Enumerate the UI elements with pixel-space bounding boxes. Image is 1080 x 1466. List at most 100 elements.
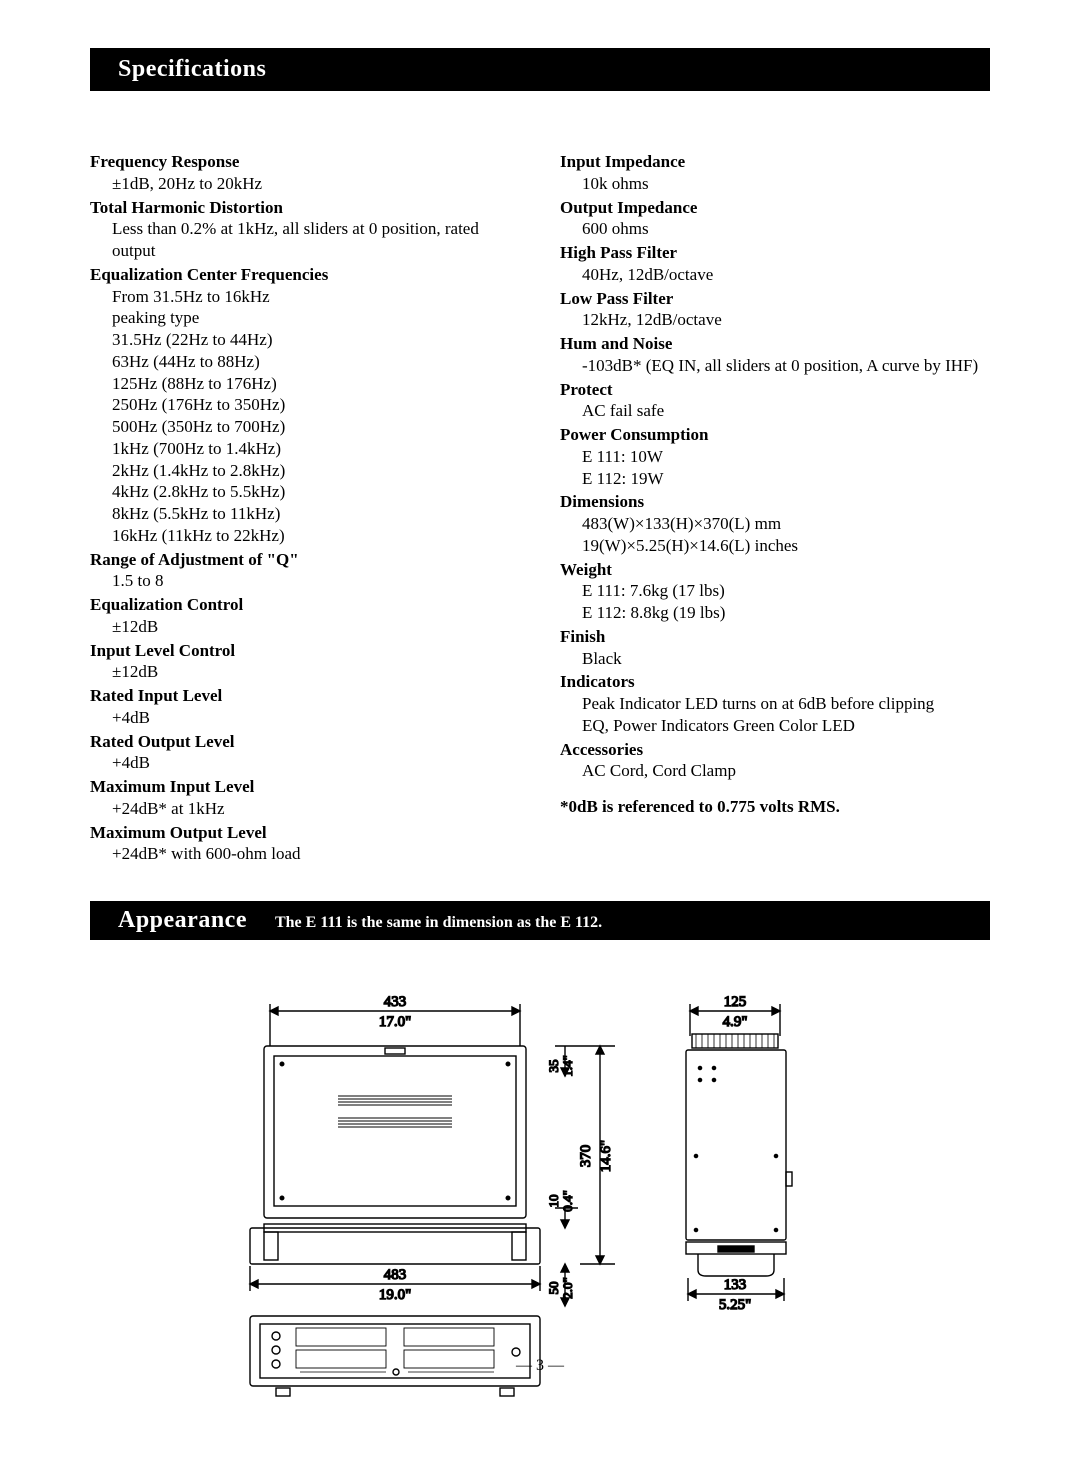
dim-125-in: 4.9" <box>723 1014 748 1030</box>
spec-label: Maximum Output Level <box>90 822 520 844</box>
spec-value-line: ±1dB, 20Hz to 20kHz <box>112 173 520 195</box>
spec-value-line: 8kHz (5.5kHz to 11kHz) <box>112 503 520 525</box>
dim-10-mm: 10 <box>546 1195 561 1208</box>
dim-50-in: 2.0" <box>560 1277 575 1299</box>
spec-value-line: 16kHz (11kHz to 22kHz) <box>112 525 520 547</box>
spec-label: Maximum Input Level <box>90 776 520 798</box>
spec-label: Rated Input Level <box>90 685 520 707</box>
spec-item: Dimensions483(W)×133(H)×370(L) mm19(W)×5… <box>560 491 990 556</box>
spec-value-line: Black <box>582 648 990 670</box>
spec-label: Weight <box>560 559 990 581</box>
spec-value-line: +4dB <box>112 752 520 774</box>
appearance-subtitle: The E 111 is the same in dimension as th… <box>275 914 602 932</box>
spec-values: Peak Indicator LED turns on at 6dB befor… <box>560 693 990 737</box>
spec-value-line: 500Hz (350Hz to 700Hz) <box>112 416 520 438</box>
spec-value-line: EQ, Power Indicators Green Color LED <box>582 715 990 737</box>
spec-label: Frequency Response <box>90 151 520 173</box>
spec-label: Accessories <box>560 739 990 761</box>
spec-values: Less than 0.2% at 1kHz, all sliders at 0… <box>90 218 520 262</box>
spec-value-line: +24dB* at 1kHz <box>112 798 520 820</box>
spec-values: -103dB* (EQ IN, all sliders at 0 positio… <box>560 355 990 377</box>
spec-value-line: 125Hz (88Hz to 176Hz) <box>112 373 520 395</box>
spec-item: Range of Adjustment of "Q"1.5 to 8 <box>90 549 520 593</box>
spec-value-line: -103dB* (EQ IN, all sliders at 0 positio… <box>582 355 990 377</box>
spec-value-line: E 112: 19W <box>582 468 990 490</box>
spec-values: E 111: 7.6kg (17 lbs)E 112: 8.8kg (19 lb… <box>560 580 990 624</box>
spec-item: IndicatorsPeak Indicator LED turns on at… <box>560 671 990 736</box>
spec-value-line: Less than 0.2% at 1kHz, all sliders at 0… <box>112 218 520 262</box>
spec-item: Rated Input Level+4dB <box>90 685 520 729</box>
spec-item: ProtectAC fail safe <box>560 379 990 423</box>
spec-label: Protect <box>560 379 990 401</box>
spec-value-line: +24dB* with 600-ohm load <box>112 843 520 865</box>
specifications-columns: Frequency Response±1dB, 20Hz to 20kHzTot… <box>90 151 990 867</box>
spec-values: ±12dB <box>90 661 520 683</box>
spec-value-line: 483(W)×133(H)×370(L) mm <box>582 513 990 535</box>
dim-50-mm: 50 <box>546 1282 561 1295</box>
spec-values: 40Hz, 12dB/octave <box>560 264 990 286</box>
spec-value-line: 1kHz (700Hz to 1.4kHz) <box>112 438 520 460</box>
spec-col-left: Frequency Response±1dB, 20Hz to 20kHzTot… <box>90 151 520 867</box>
spec-value-line: 2kHz (1.4kHz to 2.8kHz) <box>112 460 520 482</box>
spec-item: Input Level Control±12dB <box>90 640 520 684</box>
dim-133-in: 5.25" <box>719 1297 751 1313</box>
vent-row-2 <box>338 1118 452 1127</box>
spec-item: Frequency Response±1dB, 20Hz to 20kHz <box>90 151 520 195</box>
spec-label: Input Level Control <box>90 640 520 662</box>
spec-values: ±1dB, 20Hz to 20kHz <box>90 173 520 195</box>
spec-label: Range of Adjustment of "Q" <box>90 549 520 571</box>
dim-433-mm: 433 <box>384 994 407 1010</box>
spec-value-line: Peak Indicator LED turns on at 6dB befor… <box>582 693 990 715</box>
spec-item: Low Pass Filter12kHz, 12dB/octave <box>560 288 990 332</box>
spec-item: WeightE 111: 7.6kg (17 lbs)E 112: 8.8kg … <box>560 559 990 624</box>
spec-footnote: *0dB is referenced to 0.775 volts RMS. <box>560 796 990 818</box>
spec-item: Maximum Input Level+24dB* at 1kHz <box>90 776 520 820</box>
spec-item: Maximum Output Level+24dB* with 600-ohm … <box>90 822 520 866</box>
vent-row-1 <box>338 1096 452 1105</box>
dim-370-mm: 370 <box>578 1145 594 1168</box>
spec-values: 600 ohms <box>560 218 990 240</box>
spec-item: Equalization Center FrequenciesFrom 31.5… <box>90 264 520 547</box>
spec-item: Total Harmonic DistortionLess than 0.2% … <box>90 197 520 262</box>
spec-item: Hum and Noise-103dB* (EQ IN, all sliders… <box>560 333 990 377</box>
spec-item: Rated Output Level+4dB <box>90 731 520 775</box>
spec-item: Power ConsumptionE 111: 10WE 112: 19W <box>560 424 990 489</box>
spec-label: Equalization Center Frequencies <box>90 264 520 286</box>
spec-values: AC Cord, Cord Clamp <box>560 760 990 782</box>
spec-item: FinishBlack <box>560 626 990 670</box>
dim-483-in: 19.0" <box>379 1287 411 1303</box>
dim-10-in: 0.4" <box>560 1190 575 1212</box>
spec-value-line: 250Hz (176Hz to 350Hz) <box>112 394 520 416</box>
spec-values: 483(W)×133(H)×370(L) mm19(W)×5.25(H)×14.… <box>560 513 990 557</box>
dim-370-in: 14.6" <box>598 1140 614 1172</box>
dim-483-mm: 483 <box>384 1267 407 1283</box>
dim-433-in: 17.0" <box>379 1014 411 1030</box>
spec-value-line: +4dB <box>112 707 520 729</box>
appearance-heading: Appearance The E 111 is the same in dime… <box>90 901 990 940</box>
spec-label: Output Impedance <box>560 197 990 219</box>
spec-item: Input Impedance10k ohms <box>560 151 990 195</box>
page-number: — 3 — <box>0 1357 1080 1375</box>
dim-133-mm: 133 <box>724 1277 747 1293</box>
spec-value-line: 31.5Hz (22Hz to 44Hz) <box>112 329 520 351</box>
spec-label: Hum and Noise <box>560 333 990 355</box>
spec-value-line: E 111: 7.6kg (17 lbs) <box>582 580 990 602</box>
spec-item: Output Impedance600 ohms <box>560 197 990 241</box>
spec-item: AccessoriesAC Cord, Cord Clamp <box>560 739 990 783</box>
spec-value-line: 10k ohms <box>582 173 990 195</box>
dim-125-mm: 125 <box>724 994 747 1010</box>
spec-value-line: From 31.5Hz to 16kHz <box>112 286 520 308</box>
spec-value-line: 600 ohms <box>582 218 990 240</box>
dim-35-mm: 35 <box>546 1060 561 1073</box>
spec-value-line: 63Hz (44Hz to 88Hz) <box>112 351 520 373</box>
spec-col-right: Input Impedance10k ohmsOutput Impedance6… <box>560 151 990 867</box>
spec-label: Low Pass Filter <box>560 288 990 310</box>
spec-value-line: E 112: 8.8kg (19 lbs) <box>582 602 990 624</box>
specifications-heading: Specifications <box>90 48 990 91</box>
spec-values: Black <box>560 648 990 670</box>
spec-label: Finish <box>560 626 990 648</box>
spec-value-line: AC fail safe <box>582 400 990 422</box>
spec-label: Indicators <box>560 671 990 693</box>
spec-values: +24dB* with 600-ohm load <box>90 843 520 865</box>
spec-values: From 31.5Hz to 16kHzpeaking type31.5Hz (… <box>90 286 520 547</box>
